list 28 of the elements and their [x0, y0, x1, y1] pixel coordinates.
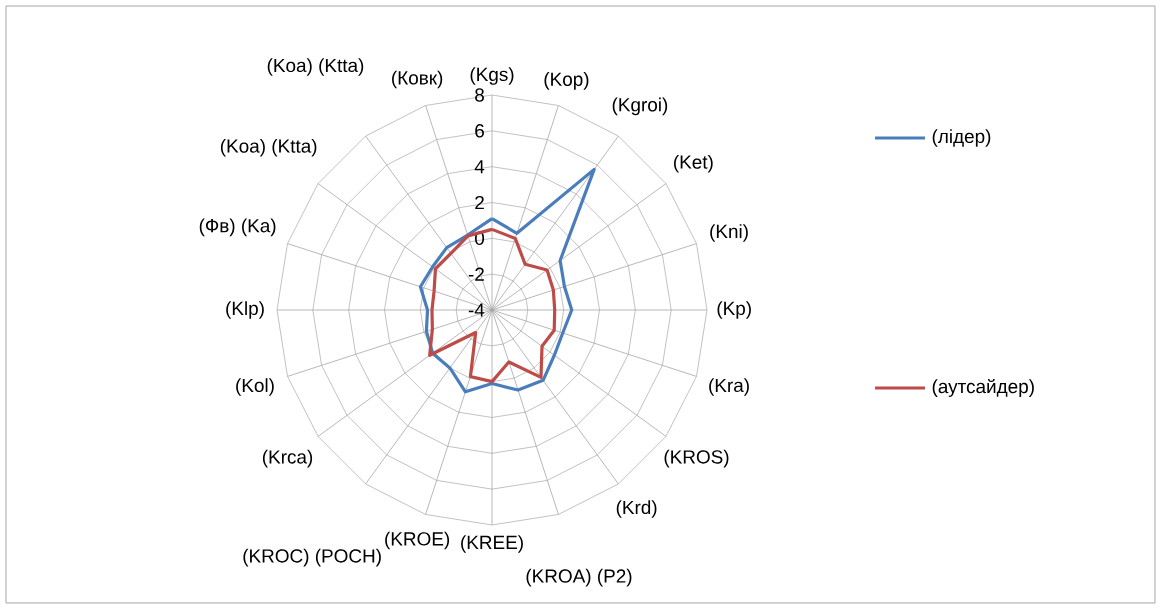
y-tick-label: 2 [475, 195, 484, 210]
legend-label: (лідер) [932, 129, 991, 147]
y-tick-label: 6 [475, 124, 484, 138]
spoke-label: (Koa) (Ktta) [267, 58, 364, 76]
spoke-label: (Krca) [262, 449, 313, 468]
y-tick-label: -2 [468, 267, 484, 281]
y-tick-label: 8 [475, 88, 484, 102]
spoke-label: (KROC) (POCH) [243, 548, 381, 567]
spoke-label: (KROS) [664, 449, 729, 468]
spoke-label: (Kgs) [470, 67, 514, 85]
y-tick-label: 4 [474, 160, 485, 174]
spoke-label: (KROE) [385, 531, 450, 550]
spoke-label: (Kgroi) [612, 97, 668, 116]
spoke-label: (Kol) [236, 378, 274, 396]
spoke-label: (Ket) [674, 154, 713, 173]
spoke-label: (Kra) [709, 378, 749, 396]
y-tick-label: -4 [468, 303, 485, 317]
spoke-label: (Koa) (Ktta) [220, 138, 317, 157]
spoke-label: (Kp) [717, 301, 751, 319]
spoke-label: (Klp) [226, 301, 264, 319]
spoke-label: (Kop) [544, 72, 589, 90]
spoke-label: (Ковк) [392, 70, 443, 89]
spoke-label: (Kni) [710, 224, 748, 242]
spoke-label: (KREE) [461, 535, 523, 553]
spoke-label: (KROA) (P2) [526, 568, 632, 587]
spoke-label: (Krd) [616, 500, 657, 518]
spoke-label: (Фв) (Ka) [199, 218, 276, 237]
legend-label: (аутсайдер) [932, 379, 1034, 397]
